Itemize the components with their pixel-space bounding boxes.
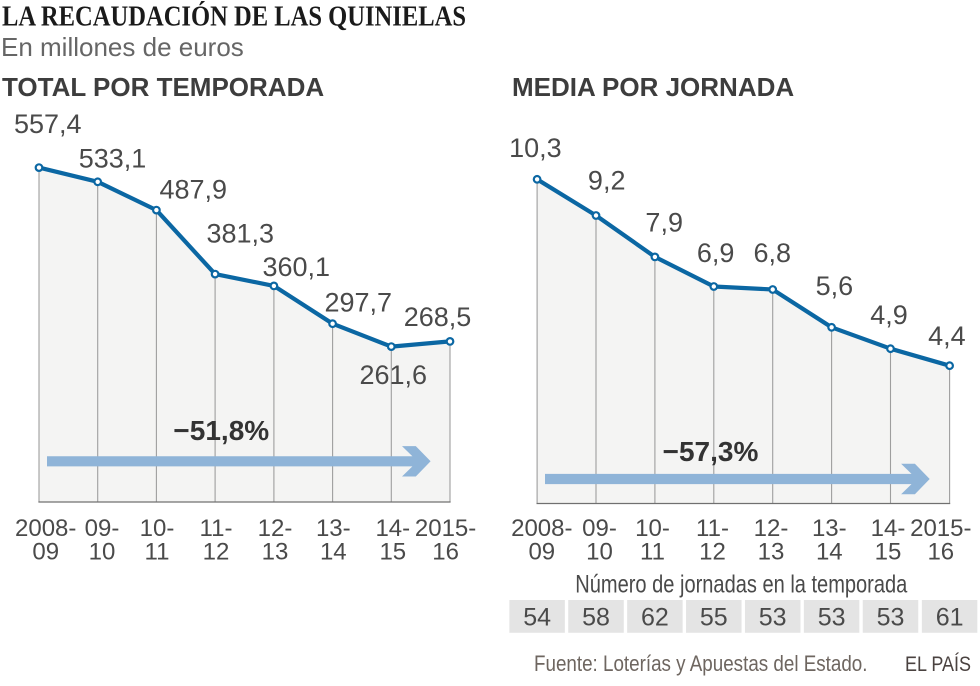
svg-text:11-: 11- [200, 515, 233, 542]
svg-text:10-: 10- [635, 515, 670, 542]
svg-text:09-: 09- [582, 515, 617, 542]
svg-text:53: 53 [818, 603, 846, 631]
svg-text:MEDIA POR JORNADA: MEDIA POR JORNADA [512, 72, 794, 102]
svg-text:10: 10 [586, 539, 613, 566]
svg-text:297,7: 297,7 [325, 288, 393, 318]
svg-text:12-: 12- [258, 515, 293, 542]
svg-text:487,9: 487,9 [160, 175, 228, 205]
svg-text:2008-: 2008- [511, 515, 572, 542]
svg-text:9,2: 9,2 [588, 166, 626, 196]
svg-text:12: 12 [203, 539, 230, 566]
svg-text:14-: 14- [375, 515, 410, 542]
svg-text:Fuente: Loterías y Apuestas de: Fuente: Loterías y Apuestas del Estado. [534, 651, 868, 676]
svg-text:6,8: 6,8 [754, 238, 792, 268]
svg-text:−51,8%: −51,8% [173, 415, 269, 446]
svg-text:4,9: 4,9 [870, 300, 908, 330]
svg-text:55: 55 [700, 603, 728, 631]
svg-text:7,9: 7,9 [645, 208, 683, 238]
svg-text:360,1: 360,1 [263, 252, 331, 282]
svg-text:5,6: 5,6 [816, 271, 854, 301]
svg-text:53: 53 [759, 603, 787, 631]
svg-text:EL PAÍS: EL PAÍS [905, 653, 971, 676]
svg-text:13: 13 [262, 539, 289, 566]
svg-text:TOTAL POR TEMPORADA: TOTAL POR TEMPORADA [2, 72, 324, 102]
svg-text:13-: 13- [812, 515, 847, 542]
svg-text:62: 62 [641, 603, 669, 631]
svg-text:2015-: 2015- [910, 515, 971, 542]
svg-text:09: 09 [528, 539, 555, 566]
svg-text:16: 16 [927, 539, 954, 566]
svg-text:2015-: 2015- [415, 515, 476, 542]
svg-text:268,5: 268,5 [404, 302, 472, 332]
svg-text:14: 14 [320, 539, 347, 566]
svg-text:54: 54 [523, 603, 551, 631]
svg-text:261,6: 261,6 [360, 360, 428, 390]
svg-text:10,3: 10,3 [509, 133, 562, 163]
svg-text:14-: 14- [871, 515, 906, 542]
svg-text:4,4: 4,4 [928, 321, 966, 351]
svg-text:10-: 10- [140, 515, 175, 542]
svg-text:11-: 11- [696, 515, 729, 542]
svg-text:09-: 09- [85, 515, 120, 542]
svg-text:15: 15 [379, 539, 406, 566]
svg-text:En millones de euros: En millones de euros [1, 32, 244, 62]
svg-text:6,9: 6,9 [697, 238, 735, 268]
svg-text:11: 11 [640, 539, 665, 566]
svg-text:16: 16 [432, 539, 459, 566]
svg-text:12-: 12- [754, 515, 789, 542]
svg-text:11: 11 [145, 539, 170, 566]
svg-text:10: 10 [89, 539, 116, 566]
svg-text:09: 09 [32, 539, 59, 566]
svg-text:13: 13 [758, 539, 785, 566]
svg-text:557,4: 557,4 [14, 109, 82, 139]
svg-text:61: 61 [936, 603, 964, 631]
svg-text:381,3: 381,3 [207, 219, 275, 249]
svg-text:15: 15 [875, 539, 902, 566]
svg-text:Número de jornadas en la tempo: Número de jornadas en la temporada [575, 571, 907, 599]
svg-text:2008-: 2008- [15, 515, 76, 542]
svg-text:53: 53 [877, 603, 905, 631]
svg-text:12: 12 [699, 539, 726, 566]
svg-text:533,1: 533,1 [79, 144, 147, 174]
svg-text:14: 14 [816, 539, 843, 566]
svg-text:13-: 13- [316, 515, 351, 542]
svg-text:LA RECAUDACIÓN DE LAS QUINIELA: LA RECAUDACIÓN DE LAS QUINIELAS [2, 0, 466, 33]
svg-text:58: 58 [582, 603, 610, 631]
svg-text:−57,3%: −57,3% [663, 436, 759, 467]
